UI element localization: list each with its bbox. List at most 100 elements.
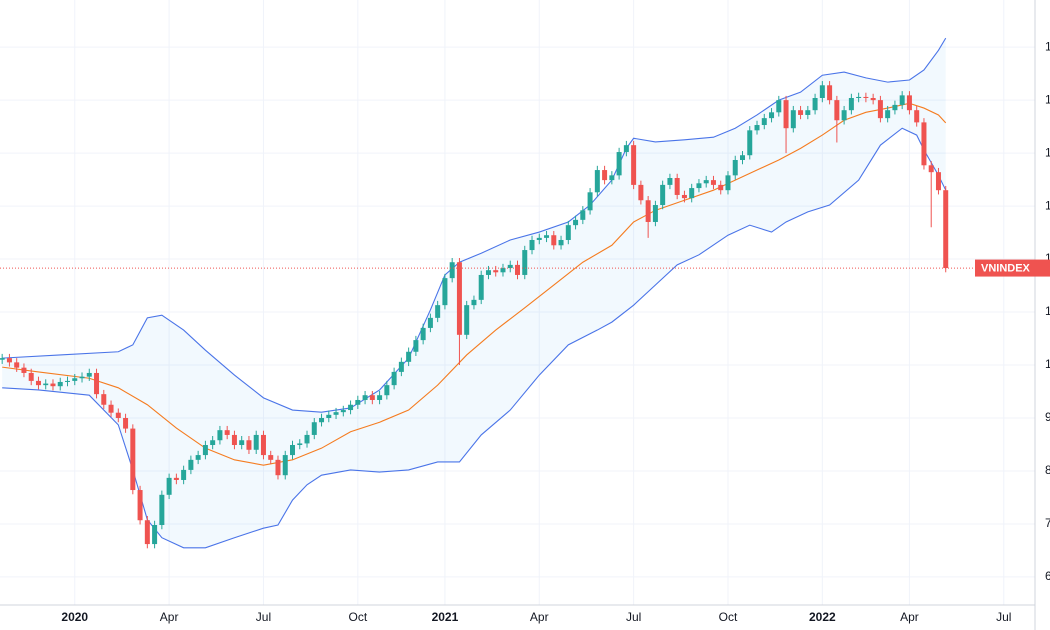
y-tick-label: 1400	[1045, 145, 1050, 159]
candle-body	[311, 422, 317, 435]
candle-body	[449, 262, 455, 279]
candle-body	[50, 383, 56, 387]
candle-body	[587, 192, 593, 211]
axes: 600 700 800 900 1000 1100 1200 1300 1400 1500 1600…	[61, 39, 1050, 624]
y-tick-label: 900	[1045, 410, 1050, 424]
candle-body	[123, 417, 129, 429]
candle-body	[275, 459, 281, 476]
candle-body	[834, 100, 840, 121]
candle-body	[870, 98, 876, 101]
candle-body	[108, 404, 114, 413]
candle-body	[761, 118, 767, 126]
band-line	[2, 37, 947, 413]
candle-body	[333, 412, 339, 415]
x-tick-label: 2021	[432, 610, 459, 624]
candle-body	[86, 372, 92, 377]
candle-body	[166, 477, 172, 495]
candle-body	[616, 152, 622, 176]
candle-body	[297, 443, 303, 446]
candle-body	[282, 455, 288, 476]
candle-body	[239, 440, 245, 446]
y-tick-label: 1300	[1045, 198, 1050, 212]
candle-body	[35, 380, 41, 386]
candle-body	[906, 95, 912, 111]
candle-body	[427, 317, 433, 328]
candle-body	[79, 376, 85, 379]
candle-body	[551, 235, 557, 246]
candle-body	[507, 264, 513, 269]
candle-body	[319, 417, 325, 423]
candle-body	[435, 305, 441, 318]
candle-body	[290, 445, 295, 456]
x-tick-label: Jul	[256, 610, 271, 624]
y-tick-label: 1100	[1045, 304, 1050, 318]
plot-area	[0, 37, 1035, 549]
candle-body	[689, 188, 695, 199]
candle-body	[391, 371, 397, 386]
candle-body	[413, 340, 419, 352]
candle-body	[718, 184, 724, 191]
candle-body	[856, 96, 862, 99]
candle-body	[914, 110, 920, 123]
band-fill	[2, 38, 946, 548]
y-tick-label: 600	[1045, 569, 1050, 583]
candle-body	[710, 180, 716, 185]
candle-body	[645, 200, 651, 222]
candle-body	[696, 183, 702, 189]
price-label-box	[975, 259, 1050, 277]
candle-body	[188, 459, 194, 470]
candle-body	[877, 100, 883, 119]
candle-body	[43, 383, 49, 386]
candle-body	[456, 262, 462, 335]
candle-body	[935, 172, 941, 191]
candle-body	[776, 100, 782, 113]
candle-body	[442, 278, 448, 306]
candle-body	[406, 351, 412, 362]
candle-body	[377, 395, 383, 400]
candle-body	[500, 268, 506, 273]
candle-body	[522, 250, 528, 275]
candle-body	[841, 110, 847, 121]
candle-body	[529, 239, 535, 251]
candle-body	[304, 434, 310, 444]
candle-body	[594, 170, 600, 193]
y-tick-label: 700	[1045, 516, 1050, 530]
candle-body	[260, 434, 266, 456]
candle-body	[471, 299, 477, 306]
candle-body	[217, 430, 223, 441]
candle-body	[369, 395, 375, 400]
x-tick-label: 2022	[809, 610, 836, 624]
x-tick-label: Oct	[348, 610, 367, 624]
candle-body	[28, 372, 34, 381]
candle-body	[57, 381, 63, 387]
candle-body	[493, 270, 499, 273]
y-tick-label: 1200	[1045, 251, 1050, 265]
x-tick-label: Oct	[719, 610, 738, 624]
candle-body	[885, 110, 891, 119]
candle-body	[195, 455, 201, 460]
candle-body	[638, 184, 644, 201]
candle-body	[819, 85, 825, 99]
candle-body	[420, 327, 426, 341]
candle-body	[268, 455, 274, 460]
candle-body	[355, 399, 361, 405]
candle-body	[94, 372, 100, 395]
candle-body	[181, 469, 187, 480]
candle-body	[14, 362, 20, 368]
candle-body	[72, 378, 78, 381]
x-tick-label: Apr	[900, 610, 919, 624]
grid	[0, 0, 1035, 605]
x-tick-label: 2020	[61, 610, 88, 624]
candle-body	[602, 170, 608, 181]
candle-body	[798, 110, 804, 115]
candle-body	[544, 235, 550, 238]
candle-body	[943, 190, 949, 269]
candle-body	[899, 95, 905, 105]
candle-body	[848, 98, 854, 111]
y-tick-label: 800	[1045, 463, 1050, 477]
candle-body	[892, 104, 898, 111]
candle-body	[740, 155, 745, 160]
candle-body	[464, 305, 470, 335]
candle-body	[144, 520, 150, 545]
